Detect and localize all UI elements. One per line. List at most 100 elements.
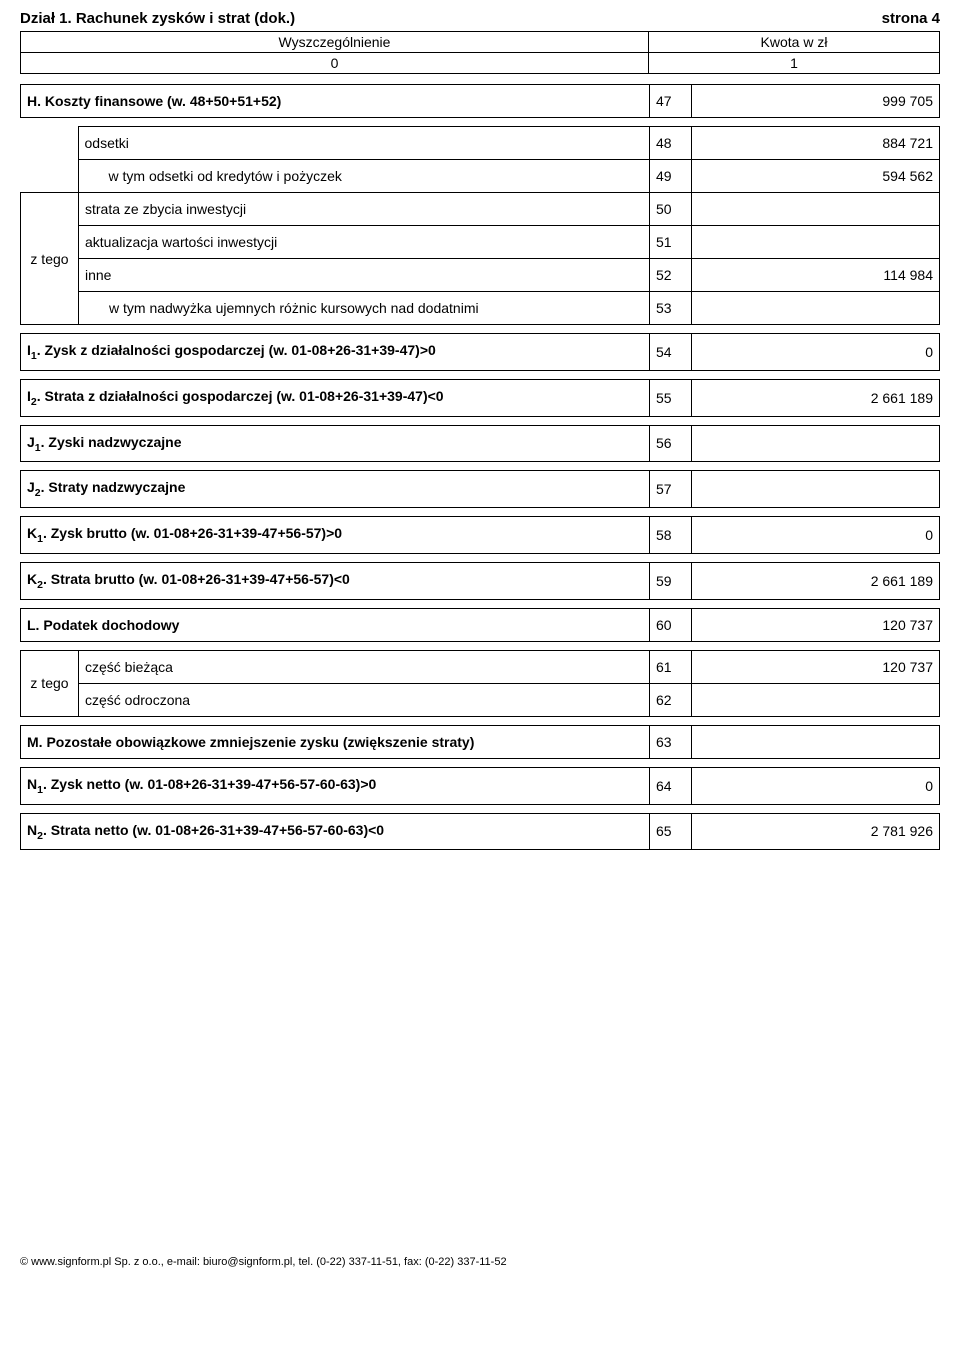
column-header-numbers: 0 1: [20, 52, 940, 74]
row-number: 65: [650, 813, 692, 850]
row-number: 52: [650, 259, 692, 292]
table-row: J1. Zyski nadzwyczajne 56: [21, 425, 940, 462]
table-row: K2. Strata brutto (w. 01-08+26-31+39-47+…: [21, 562, 940, 599]
row-amount: [692, 683, 940, 716]
table-row: J2. Straty nadzwyczajne 57: [21, 471, 940, 508]
table-row: aktualizacja wartości inwestycji 51: [21, 226, 940, 259]
table-row-block-65: N2. Strata netto (w. 01-08+26-31+39-47+5…: [20, 813, 940, 851]
row-label: H. Koszty finansowe (w. 48+50+51+52): [21, 85, 650, 118]
group-label: z tego: [21, 193, 79, 325]
table-row: N2. Strata netto (w. 01-08+26-31+39-47+5…: [21, 813, 940, 850]
row-number: 56: [650, 425, 692, 462]
row-number: 61: [650, 650, 692, 683]
page-container: Dział 1. Rachunek zysków i strat (dok.) …: [0, 0, 960, 1250]
row-amount: 999 705: [692, 85, 940, 118]
vertical-spacer: [20, 850, 940, 1230]
table-row-block-57: J2. Straty nadzwyczajne 57: [20, 470, 940, 508]
row-label: aktualizacja wartości inwestycji: [79, 226, 650, 259]
row-number: 55: [650, 379, 692, 416]
row-number: 59: [650, 562, 692, 599]
row-label: K2. Strata brutto (w. 01-08+26-31+39-47+…: [21, 562, 650, 599]
row-number: 63: [650, 725, 692, 758]
row-label: część odroczona: [79, 683, 650, 716]
row-number: 53: [650, 292, 692, 325]
row-number: 49: [650, 160, 692, 193]
group-label: z tego: [21, 650, 79, 716]
col-num-label: 0: [21, 53, 649, 73]
row-number: 51: [650, 226, 692, 259]
row-amount: 2 661 189: [692, 562, 940, 599]
row-amount: 120 737: [692, 650, 940, 683]
row-label: K1. Zysk brutto (w. 01-08+26-31+39-47+56…: [21, 517, 650, 554]
page-header: Dział 1. Rachunek zysków i strat (dok.) …: [20, 10, 940, 27]
row-label: J1. Zyski nadzwyczajne: [21, 425, 650, 462]
header-title-right: strona 4: [882, 10, 940, 27]
row-number: 47: [650, 85, 692, 118]
row-label: I1. Zysk z działalności gospodarczej (w.…: [21, 334, 650, 371]
table-row: I1. Zysk z działalności gospodarczej (w.…: [21, 334, 940, 371]
row-label: inne: [79, 259, 650, 292]
row-amount: 120 737: [692, 608, 940, 641]
table-row: z tego część bieżąca 61 120 737: [21, 650, 940, 683]
table-row-block-50-53: z tego strata ze zbycia inwestycji 50 ak…: [20, 192, 940, 325]
table-row: K1. Zysk brutto (w. 01-08+26-31+39-47+56…: [21, 517, 940, 554]
row-amount: [692, 425, 940, 462]
row-number: 54: [650, 334, 692, 371]
row-number: 57: [650, 471, 692, 508]
row-amount: [692, 725, 940, 758]
row-label: w tym nadwyżka ujemnych różnic kursowych…: [79, 292, 650, 325]
row-number: 60: [650, 608, 692, 641]
table-row-block-55: I2. Strata z działalności gospodarczej (…: [20, 379, 940, 417]
row-label: I2. Strata z działalności gospodarczej (…: [21, 379, 650, 416]
row-label: w tym odsetki od kredytów i pożyczek: [78, 160, 650, 193]
col-label-text: Wyszczególnienie: [21, 32, 649, 52]
table-row-block-56: J1. Zyski nadzwyczajne 56: [20, 425, 940, 463]
table-row-block-59: K2. Strata brutto (w. 01-08+26-31+39-47+…: [20, 562, 940, 600]
row-amount: 594 562: [692, 160, 940, 193]
table-row-block-54: I1. Zysk z działalności gospodarczej (w.…: [20, 333, 940, 371]
table-row-block-60: L. Podatek dochodowy 60 120 737: [20, 608, 940, 642]
page-footer: © www.signform.pl Sp. z o.o., e-mail: bi…: [0, 1250, 960, 1274]
row-label: część bieżąca: [79, 650, 650, 683]
col-amount-text: Kwota w zł: [649, 32, 939, 52]
table-row: H. Koszty finansowe (w. 48+50+51+52) 47 …: [21, 85, 940, 118]
table-row: część odroczona 62: [21, 683, 940, 716]
table-row: M. Pozostałe obowiązkowe zmniejszenie zy…: [21, 725, 940, 758]
table-row-block-47: H. Koszty finansowe (w. 48+50+51+52) 47 …: [20, 84, 940, 118]
table-row-block-58: K1. Zysk brutto (w. 01-08+26-31+39-47+56…: [20, 516, 940, 554]
row-amount: 0: [692, 767, 940, 804]
col-num-amount: 1: [649, 53, 939, 73]
row-number: 58: [650, 517, 692, 554]
row-amount: [692, 292, 940, 325]
header-title-left: Dział 1. Rachunek zysków i strat (dok.): [20, 10, 295, 27]
table-row: I2. Strata z działalności gospodarczej (…: [21, 379, 940, 416]
row-number: 48: [650, 127, 692, 160]
row-amount: 2 661 189: [692, 379, 940, 416]
row-label: N2. Strata netto (w. 01-08+26-31+39-47+5…: [21, 813, 650, 850]
table-row: z tego strata ze zbycia inwestycji 50: [21, 193, 940, 226]
row-amount: [692, 471, 940, 508]
row-label: N1. Zysk netto (w. 01-08+26-31+39-47+56-…: [21, 767, 650, 804]
row-amount: 114 984: [692, 259, 940, 292]
table-row-block-64: N1. Zysk netto (w. 01-08+26-31+39-47+56-…: [20, 767, 940, 805]
table-row-block-48-53: odsetki 48 884 721 w tym odsetki od kred…: [20, 126, 940, 193]
table-row: N1. Zysk netto (w. 01-08+26-31+39-47+56-…: [21, 767, 940, 804]
table-row-block-61-62: z tego część bieżąca 61 120 737 część od…: [20, 650, 940, 717]
row-label: odsetki: [78, 127, 650, 160]
row-label: L. Podatek dochodowy: [21, 608, 650, 641]
row-amount: 2 781 926: [692, 813, 940, 850]
group-side-cell: [20, 127, 78, 193]
row-label: J2. Straty nadzwyczajne: [21, 471, 650, 508]
row-amount: 884 721: [692, 127, 940, 160]
table-row: w tym odsetki od kredytów i pożyczek 49 …: [20, 160, 940, 193]
row-amount: 0: [692, 517, 940, 554]
row-amount: 0: [692, 334, 940, 371]
row-number: 62: [650, 683, 692, 716]
table-row: w tym nadwyżka ujemnych różnic kursowych…: [21, 292, 940, 325]
column-header-labels: Wyszczególnienie Kwota w zł: [20, 31, 940, 52]
table-row: L. Podatek dochodowy 60 120 737: [21, 608, 940, 641]
row-label: strata ze zbycia inwestycji: [79, 193, 650, 226]
row-label: M. Pozostałe obowiązkowe zmniejszenie zy…: [21, 725, 650, 758]
row-number: 50: [650, 193, 692, 226]
row-amount: [692, 226, 940, 259]
